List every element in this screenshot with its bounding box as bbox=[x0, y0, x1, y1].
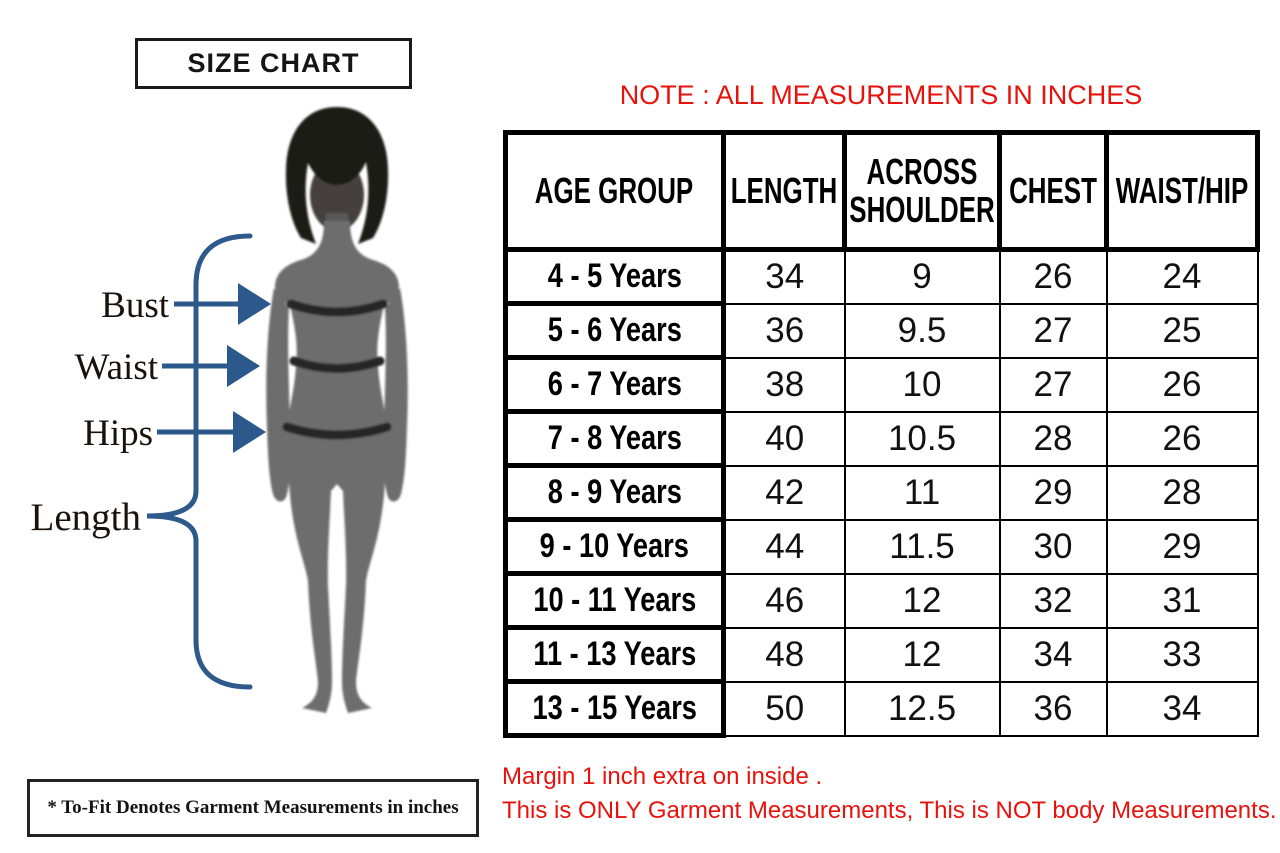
age-group-cell: 5 - 6 Years bbox=[503, 301, 726, 360]
measurement-cell: 32 bbox=[998, 572, 1108, 629]
length-label: Length bbox=[31, 496, 141, 539]
table-row: 10 - 11 Years 46 12 32 31 bbox=[503, 571, 1259, 630]
measurement-cell: 27 bbox=[998, 356, 1108, 413]
waist-arrow bbox=[162, 345, 260, 387]
age-group-label: 8 - 9 Years bbox=[547, 473, 682, 511]
hair bbox=[285, 107, 389, 244]
table-row: 13 - 15 Years 50 12.5 36 34 bbox=[503, 679, 1259, 738]
measurement-cell: 26 bbox=[998, 248, 1108, 305]
age-group-label: 4 - 5 Years bbox=[547, 257, 682, 295]
right-arm bbox=[383, 288, 408, 502]
age-group-cell: 9 - 10 Years bbox=[503, 517, 726, 576]
length-brace bbox=[146, 233, 253, 690]
hips-label: Hips bbox=[83, 413, 153, 454]
table-row: 4 - 5 Years 34 9 26 24 bbox=[503, 247, 1259, 306]
measurement-cell: 31 bbox=[1105, 572, 1259, 629]
age-group-cell: 10 - 11 Years bbox=[503, 571, 726, 630]
measurement-cell: 10.5 bbox=[843, 410, 1001, 467]
table-row: 6 - 7 Years 38 10 27 26 bbox=[503, 355, 1259, 414]
age-group-cell: 11 - 13 Years bbox=[503, 625, 726, 684]
footnote-text: * To-Fit Denotes Garment Measurements in… bbox=[47, 797, 459, 818]
child-silhouette bbox=[266, 107, 408, 713]
measurement-cell: 36 bbox=[722, 302, 846, 359]
measurement-cell: 34 bbox=[1105, 680, 1259, 737]
age-group-label: 9 - 10 Years bbox=[539, 527, 690, 565]
measurement-cell: 11.5 bbox=[843, 518, 1001, 575]
measurement-cell: 24 bbox=[1105, 248, 1259, 305]
measurement-cell: 12 bbox=[843, 626, 1001, 683]
disclaimer-line-1: Margin 1 inch extra on inside . bbox=[502, 763, 823, 790]
measurement-cell: 26 bbox=[1105, 356, 1259, 413]
body-measurement-diagram: Bust Waist Hips Length bbox=[31, 107, 408, 713]
age-group-label: 7 - 8 Years bbox=[547, 419, 682, 457]
measurement-cell: 25 bbox=[1105, 302, 1259, 359]
bust-label: Bust bbox=[101, 285, 170, 326]
measurement-cell: 29 bbox=[1105, 518, 1259, 575]
age-group-label: 6 - 7 Years bbox=[547, 365, 682, 403]
measurement-cell: 26 bbox=[1105, 410, 1259, 467]
bust-arrow bbox=[174, 283, 271, 325]
age-group-label: 10 - 11 Years bbox=[533, 581, 696, 619]
col-header-length: LENGTH bbox=[721, 130, 847, 252]
body-torso-legs bbox=[275, 221, 399, 713]
measurement-cell: 50 bbox=[722, 680, 846, 737]
age-group-cell: 8 - 9 Years bbox=[503, 463, 726, 522]
measurement-cell: 44 bbox=[722, 518, 846, 575]
age-group-label: 13 - 15 Years bbox=[532, 689, 697, 727]
age-group-label: 11 - 13 Years bbox=[533, 635, 696, 673]
measurement-cell: 12 bbox=[843, 572, 1001, 629]
measurements-note: NOTE : ALL MEASUREMENTS IN INCHES bbox=[619, 80, 1143, 110]
figure-labels: Bust Waist Hips Length bbox=[31, 285, 170, 539]
measurement-cell: 36 bbox=[998, 680, 1108, 737]
col-header-across-shoulder: ACROSS SHOULDER bbox=[842, 130, 1002, 252]
disclaimer: Margin 1 inch extra on inside . This is … bbox=[502, 760, 1277, 828]
left-arm bbox=[266, 288, 291, 502]
measurement-cell: 28 bbox=[1105, 464, 1259, 521]
waist-band bbox=[289, 356, 385, 373]
bust-band bbox=[286, 299, 388, 317]
measurement-cell: 9 bbox=[843, 248, 1001, 305]
measurement-cell: 11 bbox=[843, 464, 1001, 521]
age-group-label: 5 - 6 Years bbox=[547, 311, 682, 349]
measurement-cell: 28 bbox=[998, 410, 1108, 467]
measurement-cell: 29 bbox=[998, 464, 1108, 521]
measurement-cell: 48 bbox=[722, 626, 846, 683]
measurement-cell: 34 bbox=[722, 248, 846, 305]
waist-label: Waist bbox=[75, 347, 159, 388]
measurement-cell: 33 bbox=[1105, 626, 1259, 683]
footnote-box: * To-Fit Denotes Garment Measurements in… bbox=[27, 779, 479, 837]
measurement-cell: 30 bbox=[998, 518, 1108, 575]
size-chart-table: AGE GROUP LENGTH ACROSS SHOULDER CHEST W… bbox=[503, 130, 1260, 738]
measurement-cell: 40 bbox=[722, 410, 846, 467]
age-group-cell: 4 - 5 Years bbox=[503, 247, 726, 306]
table-row: 5 - 6 Years 36 9.5 27 25 bbox=[503, 301, 1259, 360]
col-header-age-group: AGE GROUP bbox=[503, 130, 726, 252]
hips-arrow bbox=[157, 411, 266, 453]
age-group-cell: 6 - 7 Years bbox=[503, 355, 726, 414]
measurement-cell: 46 bbox=[722, 572, 846, 629]
size-chart-title: SIZE CHART bbox=[187, 48, 360, 78]
measurement-cell: 42 bbox=[722, 464, 846, 521]
measurement-cell: 34 bbox=[998, 626, 1108, 683]
measurement-cell: 27 bbox=[998, 302, 1108, 359]
age-group-cell: 7 - 8 Years bbox=[503, 409, 726, 468]
hips-band bbox=[282, 422, 392, 440]
measurement-cell: 12.5 bbox=[843, 680, 1001, 737]
age-group-cell: 13 - 15 Years bbox=[503, 679, 726, 738]
col-header-waist-hip: WAIST/HIP bbox=[1104, 130, 1260, 252]
header-row: AGE GROUP LENGTH ACROSS SHOULDER CHEST W… bbox=[503, 130, 1260, 252]
disclaimer-line-2: This is ONLY Garment Measurements, This … bbox=[502, 797, 1277, 824]
table-row: 8 - 9 Years 42 11 29 28 bbox=[503, 463, 1259, 522]
size-table-header: AGE GROUP LENGTH ACROSS SHOULDER CHEST W… bbox=[503, 130, 1260, 252]
size-table-body: 4 - 5 Years 34 9 26 24 5 - 6 Years 36 9.5 27 25 6 … bbox=[503, 247, 1259, 738]
table-row: 11 - 13 Years 48 12 34 33 bbox=[503, 625, 1259, 684]
measurement-cell: 9.5 bbox=[843, 302, 1001, 359]
table-row: 7 - 8 Years 40 10.5 28 26 bbox=[503, 409, 1259, 468]
table-row: 9 - 10 Years 44 11.5 30 29 bbox=[503, 517, 1259, 576]
measurement-cell: 38 bbox=[722, 356, 846, 413]
col-header-chest: CHEST bbox=[997, 130, 1109, 252]
size-chart-title-box: SIZE CHART bbox=[135, 38, 412, 89]
measurement-cell: 10 bbox=[843, 356, 1001, 413]
